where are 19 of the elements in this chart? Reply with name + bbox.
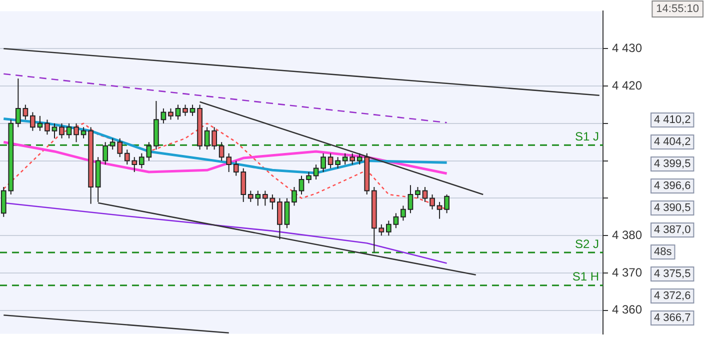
text: 4 410,2	[654, 114, 691, 126]
y-tick-label: 4 370	[612, 265, 642, 280]
y-tick-label: 4 380	[612, 228, 642, 242]
text: 4 387,0	[654, 224, 691, 236]
y-tick-label: 4 360	[612, 302, 642, 317]
text: 4 390,5	[654, 202, 691, 214]
text: 4 372,6	[654, 290, 691, 302]
text: 48s	[654, 246, 672, 258]
text: 4 396,6	[654, 180, 691, 192]
ref-line-label: S2 J	[574, 236, 599, 251]
text: 14:55:10	[656, 3, 700, 16]
text: 4 404,2	[654, 136, 691, 148]
ref-line-label: S1 H	[572, 270, 599, 284]
text: 4 399,5	[654, 158, 691, 170]
ref-line-label: S1 J	[574, 129, 599, 144]
text: 4 375,5	[654, 268, 691, 280]
y-tick-label: 4 420	[612, 78, 642, 92]
text: 4 366,7	[654, 312, 691, 324]
y-tick-label: 4 430	[612, 40, 642, 55]
